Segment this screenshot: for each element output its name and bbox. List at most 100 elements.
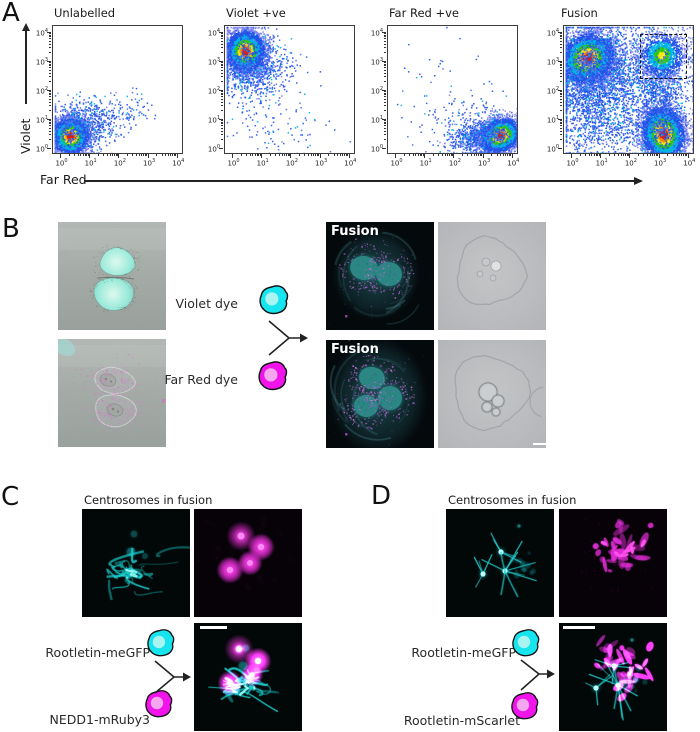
y-tick-label: 102	[546, 85, 559, 95]
c-protein2-label: NEDD1-mRuby3	[49, 712, 150, 727]
x-tick-label: 102	[624, 158, 637, 168]
y-tick-label: 104	[35, 27, 48, 37]
x-tick-label: 103	[315, 158, 328, 168]
cell-icon-nucleus	[516, 698, 530, 712]
cell-icon-nucleus	[150, 696, 164, 710]
panel-a-letter: A	[2, 0, 20, 28]
panel-c-letter: C	[1, 482, 20, 512]
fusion-merge-arrow	[268, 320, 308, 356]
x-tick-label: 102	[285, 158, 298, 168]
y-tick-label: 102	[207, 85, 220, 95]
violet-dye-cell-icon	[259, 285, 289, 315]
y-axis-arrow-head	[21, 23, 30, 31]
plot-title-unlabelled: Unlabelled	[54, 6, 116, 20]
d-mscarlet-image	[559, 509, 667, 617]
b-brightfield1-image	[438, 222, 546, 330]
y-tick-label: 104	[207, 27, 220, 37]
y-tick-label: 100	[546, 143, 559, 153]
x-tick-label: 103	[143, 158, 156, 168]
x-axis-label: Far Red	[40, 172, 87, 187]
merge-arrow-head	[547, 669, 555, 679]
x-tick-label: 101	[595, 158, 608, 168]
y-tick-label: 101	[35, 114, 48, 124]
fusion-image-label: Fusion	[331, 342, 379, 357]
d-rootletin-image	[446, 509, 554, 617]
c-rootletin-image	[82, 509, 190, 617]
c-nedd1-image	[194, 509, 302, 617]
c-merge-arrow	[154, 660, 191, 694]
y-tick-label: 103	[35, 56, 48, 66]
y-tick-label: 103	[370, 56, 383, 66]
x-tick-label: 100	[390, 158, 403, 168]
x-tick-label: 101	[256, 158, 269, 168]
x-tick-label: 104	[344, 158, 357, 168]
y-tick-label: 102	[370, 85, 383, 95]
x-tick-label: 101	[419, 158, 432, 168]
x-tick-label: 102	[448, 158, 461, 168]
cell-icon-nucleus	[517, 635, 531, 649]
panel-d-letter: D	[371, 481, 392, 511]
x-axis-arrow-head	[634, 176, 643, 185]
flow-plot-fusion: 100 100 101 101 102 102 103 103 104 104	[547, 25, 695, 167]
plot-title-fusion: Fusion	[561, 6, 598, 20]
c-protein1-label: Rootletin-meGFP	[45, 645, 150, 660]
y-axis-arrow-line	[25, 30, 27, 104]
y-tick-label: 101	[546, 114, 559, 124]
y-tick-label: 100	[35, 143, 48, 153]
b-fusion1-image: Fusion	[326, 222, 434, 330]
panel-d-title: Centrosomes in fusion	[448, 493, 577, 507]
d-protein1-label: Rootletin-meGFP	[411, 645, 516, 660]
cell-icon-nucleus	[152, 635, 166, 649]
merge-arrow-lines	[268, 320, 301, 356]
plot-title-farred-pos: Far Red +ve	[389, 6, 460, 20]
scale-bar	[533, 443, 546, 445]
x-tick-label: 101	[84, 158, 97, 168]
y-tick-label: 103	[207, 56, 220, 66]
x-tick-label: 100	[227, 158, 240, 168]
d-overlay-image	[559, 623, 667, 731]
y-tick-label: 101	[207, 114, 220, 124]
x-tick-label: 100	[566, 158, 579, 168]
x-tick-label: 104	[172, 158, 185, 168]
y-tick-label: 100	[370, 143, 383, 153]
y-tick-label: 101	[370, 114, 383, 124]
scale-bar	[563, 626, 595, 629]
c-protein2-cell-icon	[145, 690, 173, 718]
x-tick-label: 103	[654, 158, 667, 168]
plot-title-violet-pos: Violet +ve	[226, 6, 286, 20]
d-protein1-cell-icon	[512, 629, 540, 657]
d-merge-arrow	[520, 659, 555, 691]
panel-b-letter: B	[2, 214, 20, 244]
flow-plot-unlabelled: 100 100 101 101 102 102 103 103 104 104	[36, 25, 184, 167]
c-overlay-image	[194, 623, 302, 731]
double-positive-gate	[640, 33, 688, 80]
fusion-image-label: Fusion	[331, 224, 379, 239]
b-fusion2-image: Fusion	[326, 340, 434, 448]
y-tick-label: 100	[207, 143, 220, 153]
x-tick-label: 104	[683, 158, 696, 168]
y-tick-label: 103	[546, 56, 559, 66]
violet-dye-label: Violet dye	[175, 296, 238, 311]
scale-bar	[200, 626, 227, 629]
x-tick-label: 102	[113, 158, 126, 168]
far-red-dye-label: Far Red dye	[164, 372, 238, 387]
d-protein2-cell-icon	[511, 692, 539, 720]
x-tick-label: 103	[478, 158, 491, 168]
flow-plot-farred-pos: 100 100 101 101 102 102 103 103 104 104	[371, 25, 519, 167]
b-violet-cells-image	[58, 222, 166, 330]
cell-icon-nucleus	[264, 368, 278, 382]
merge-arrow-lines	[154, 660, 184, 694]
d-protein2-label: Rootletin-mScarlet	[403, 713, 520, 728]
b-farred-cells-image	[58, 339, 166, 447]
merge-arrow-lines	[520, 659, 548, 691]
panel-c-title: Centrosomes in fusion	[84, 493, 213, 507]
b-brightfield2-image	[438, 340, 546, 448]
cell-icon-nucleus	[265, 292, 279, 306]
c-protein1-cell-icon	[147, 629, 175, 657]
x-axis-arrow-line	[84, 180, 635, 182]
flow-plot-violet-pos: 100 100 101 101 102 102 103 103 104 104	[208, 25, 356, 167]
x-tick-label: 100	[55, 158, 68, 168]
x-tick-label: 104	[507, 158, 520, 168]
y-tick-label: 104	[546, 27, 559, 37]
